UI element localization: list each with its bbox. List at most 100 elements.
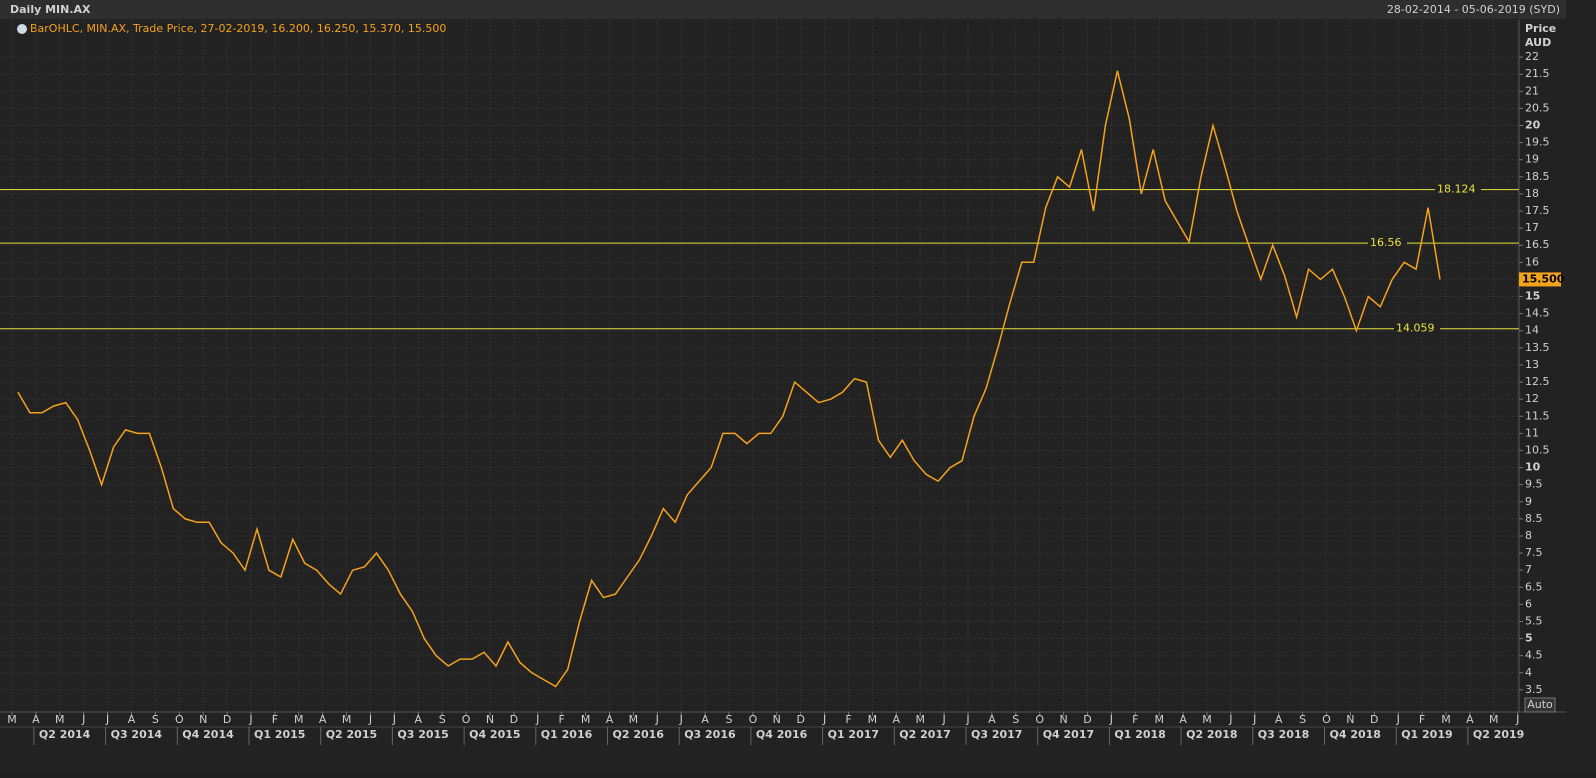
x-tick-label: N — [1059, 713, 1067, 726]
quarter-label: Q3 2015 — [397, 728, 448, 741]
y-tick-label: 21.5 — [1525, 67, 1550, 80]
x-tick-label: M — [915, 713, 925, 726]
x-tick-label: N — [199, 713, 207, 726]
level-label-bg — [1368, 236, 1407, 251]
x-tick-label: N — [486, 713, 494, 726]
x-tick-label: N — [773, 713, 781, 726]
x-tick-label: M — [1154, 713, 1164, 726]
y-tick-label: 4 — [1525, 666, 1532, 679]
y-tick-label: 13 — [1525, 358, 1539, 371]
x-tick-label: A — [1179, 713, 1187, 726]
x-tick-label: J — [1515, 713, 1519, 726]
x-tick-label: J — [941, 713, 945, 726]
y-tick-label: 18.5 — [1525, 170, 1550, 183]
x-tick-label: F — [845, 713, 851, 726]
y-tick-label: 14 — [1525, 324, 1539, 337]
y-tick-label: 21 — [1525, 84, 1539, 97]
quarter-label: Q2 2016 — [613, 728, 665, 741]
y-tick-label: 17.5 — [1525, 204, 1550, 217]
x-tick-label: S — [152, 713, 159, 726]
x-tick-label: O — [1035, 713, 1044, 726]
date-range: 28-02-2014 - 05-06-2019 (SYD) — [1387, 3, 1560, 16]
x-tick-label: F — [1132, 713, 1138, 726]
quarter-label: Q4 2016 — [756, 728, 808, 741]
level-label-bg — [1394, 321, 1440, 336]
x-tick-label: M — [342, 713, 352, 726]
x-tick-label: M — [1202, 713, 1212, 726]
x-tick-label: M — [55, 713, 65, 726]
last-price-label: 15.500 — [1522, 272, 1565, 285]
x-tick-label: J — [368, 713, 372, 726]
y-tick-label: 12 — [1525, 392, 1539, 405]
quarter-label: Q2 2015 — [326, 728, 377, 741]
x-tick-label: F — [272, 713, 278, 726]
quarter-label: Q1 2015 — [254, 728, 305, 741]
y-tick-label: 19 — [1525, 153, 1539, 166]
y-tick-label: 13.5 — [1525, 341, 1550, 354]
x-tick-label: J — [679, 713, 683, 726]
x-tick-label: J — [1109, 713, 1113, 726]
x-tick-label: M — [868, 713, 878, 726]
y-tick-label: 7.5 — [1525, 546, 1543, 559]
auto-button[interactable] — [1524, 697, 1556, 713]
x-tick-label: J — [81, 713, 85, 726]
x-tick-label: A — [319, 713, 327, 726]
x-tick-label: J — [965, 713, 969, 726]
x-tick-label: M — [294, 713, 304, 726]
quarter-label: Q2 2019 — [1473, 728, 1524, 741]
chart-title: Daily MIN.AX — [10, 3, 91, 16]
x-tick-label: A — [1466, 713, 1474, 726]
quarter-label: Q2 2018 — [1186, 728, 1237, 741]
y-tick-label: 4.5 — [1525, 649, 1543, 662]
x-tick-label: M — [629, 713, 639, 726]
x-tick-label: A — [701, 713, 709, 726]
x-tick-label: A — [893, 713, 901, 726]
x-tick-label: M — [7, 713, 17, 726]
x-tick-label: A — [988, 713, 996, 726]
y-tick-label: 19.5 — [1525, 136, 1550, 149]
y-tick-label: 8.5 — [1525, 512, 1543, 525]
y-tick-label: 6 — [1525, 597, 1532, 610]
y-tick-label: 3.5 — [1525, 683, 1543, 696]
x-tick-label: J — [822, 713, 826, 726]
y-tick-label: 20.5 — [1525, 101, 1550, 114]
quarter-label: Q4 2015 — [469, 728, 520, 741]
x-tick-label: S — [1299, 713, 1306, 726]
x-tick-label: F — [559, 713, 565, 726]
quarter-label: Q1 2018 — [1114, 728, 1165, 741]
x-tick-label: S — [726, 713, 733, 726]
x-tick-label: J — [248, 713, 252, 726]
x-tick-label: D — [223, 713, 231, 726]
quarter-label: Q3 2016 — [684, 728, 736, 741]
quarter-label: Q1 2016 — [541, 728, 593, 741]
quarter-label: Q1 2019 — [1401, 728, 1452, 741]
last-price-tag — [1519, 272, 1561, 287]
level-label: 18.124 — [1437, 183, 1476, 196]
y-tick-label: 11 — [1525, 426, 1539, 439]
x-tick-label: J — [105, 713, 109, 726]
y-tick-label: 10 — [1525, 461, 1541, 474]
y-axis-label: Price — [1525, 22, 1556, 35]
x-tick-label: J — [392, 713, 396, 726]
x-tick-label: S — [439, 713, 446, 726]
y-tick-label: 16 — [1525, 255, 1539, 268]
x-tick-label: J — [535, 713, 539, 726]
x-tick-label: A — [128, 713, 136, 726]
legend-text: BarOHLC, MIN.AX, Trade Price, 27-02-2019… — [30, 22, 446, 35]
x-tick-label: D — [1370, 713, 1378, 726]
level-label-bg — [1435, 182, 1481, 197]
legend-icon — [17, 24, 27, 34]
y-tick-label: 12.5 — [1525, 375, 1550, 388]
y-tick-label: 22 — [1525, 50, 1539, 63]
x-tick-label: O — [462, 713, 471, 726]
header-bar — [0, 0, 1566, 19]
x-tick-label: A — [415, 713, 423, 726]
quarter-label: Q4 2018 — [1330, 728, 1381, 741]
x-tick-label: J — [1228, 713, 1232, 726]
y-axis-unit: AUD — [1525, 36, 1551, 49]
y-tick-label: 16.5 — [1525, 238, 1550, 251]
y-tick-label: 11.5 — [1525, 409, 1550, 422]
auto-button-label[interactable]: Auto — [1527, 698, 1553, 711]
